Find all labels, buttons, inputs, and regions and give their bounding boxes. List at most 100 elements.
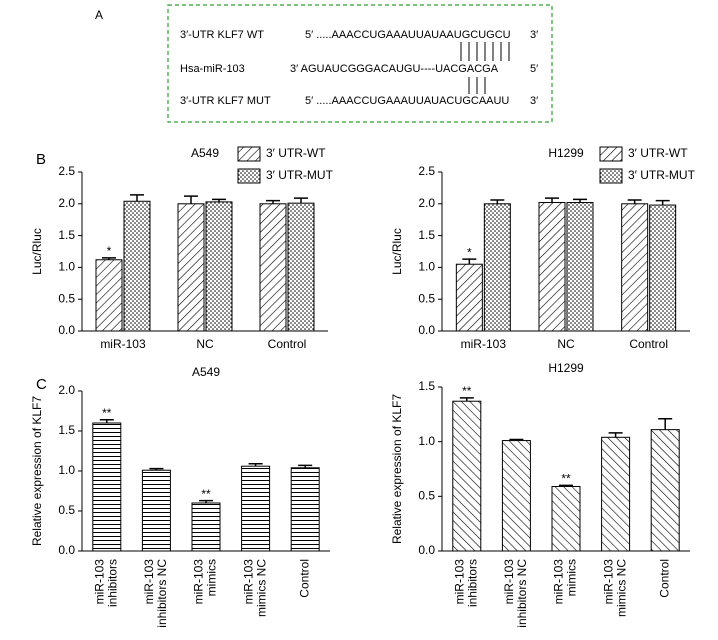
x-tick-label: miR-103: [601, 559, 615, 605]
bar: [92, 422, 122, 552]
error-bar: [608, 432, 623, 438]
y-tick-label: 1.5: [418, 228, 435, 242]
legend-label: 3′ UTR-MUT: [628, 168, 696, 182]
bar: [455, 263, 483, 332]
x-tick-label: NC: [196, 337, 214, 351]
bar: [601, 436, 631, 552]
panel-label: B: [36, 151, 46, 168]
x-tick-label: Control: [629, 337, 668, 351]
x-tick-label: mimics NC: [254, 559, 268, 617]
bar: [621, 203, 649, 332]
bar: [538, 202, 566, 332]
y-tick-label: 0.5: [58, 503, 75, 517]
x-tick-label: miR-103: [452, 559, 466, 605]
error-bar: [248, 463, 263, 467]
chart-title: A549: [192, 365, 220, 379]
y-tick-label: 1.0: [58, 260, 75, 274]
bar: [290, 467, 320, 552]
x-tick-label: miR-103: [100, 337, 146, 351]
sequence: 3′ AGUAUCGGGACAUGU----UACGACGA: [290, 63, 499, 75]
x-tick-label: mimics: [205, 559, 219, 596]
y-tick-label: 0.5: [418, 291, 435, 305]
sequence-end: 3′: [530, 29, 538, 41]
sequence-end: 3′: [530, 95, 538, 107]
bar: [650, 429, 680, 552]
panel-label: C: [36, 376, 47, 393]
x-tick-label: inhibitors: [465, 559, 479, 607]
error-bar: [509, 438, 524, 441]
error-bar: [627, 199, 642, 204]
error-bar: [298, 464, 313, 468]
x-tick-label: inhibitors NC: [155, 559, 169, 628]
y-tick-label: 0.5: [418, 489, 435, 503]
error-bar: [658, 417, 673, 430]
error-bar: [184, 195, 198, 204]
y-tick-label: 1.5: [418, 379, 435, 393]
error-bar: [573, 198, 587, 203]
y-axis-label: Relative expression of KLF7: [390, 394, 404, 544]
sequence-end: 5′: [530, 63, 538, 75]
error-bar: [199, 499, 213, 503]
error-bar: [559, 484, 573, 487]
y-tick-label: 0.0: [418, 323, 435, 337]
x-tick-label: miR-103: [502, 559, 516, 605]
bar: [177, 203, 205, 332]
legend-swatch: [599, 146, 623, 162]
row-label: 3′-UTR KLF7 MUT: [180, 95, 271, 107]
y-tick-label: 0.5: [58, 291, 75, 305]
y-tick-label: 1.0: [418, 260, 435, 274]
y-tick-label: 0.0: [58, 543, 75, 557]
sequence-box: [167, 4, 553, 123]
y-tick-label: 2.0: [58, 196, 75, 210]
chart-title: H1299: [548, 146, 584, 160]
legend-label: 3′ UTR-WT: [628, 146, 688, 160]
bar: [259, 203, 287, 332]
bar: [551, 485, 581, 552]
y-tick-label: 1.0: [418, 434, 435, 448]
error-bar: [545, 197, 559, 203]
error-bar: [212, 198, 226, 202]
bar: [501, 440, 531, 552]
error-bar: [99, 419, 114, 423]
x-tick-label: miR-103: [552, 559, 566, 605]
significance-marker: *: [467, 245, 472, 259]
y-axis-label: Relative expression of KLF7: [30, 396, 44, 546]
error-bar: [462, 258, 477, 265]
row-label: 3′-UTR KLF7 WT: [180, 29, 264, 41]
y-tick-label: 2.0: [418, 196, 435, 210]
bar: [649, 204, 677, 332]
bar: [191, 502, 221, 552]
error-bar: [266, 199, 280, 204]
y-tick-label: 1.0: [58, 463, 75, 477]
legend-label: 3′ UTR-MUT: [266, 168, 334, 182]
chart-title: A549: [191, 146, 219, 160]
y-axis-label: Luc/Rluc: [390, 228, 404, 275]
row-label: Hsa-miR-103: [180, 63, 245, 75]
error-bar: [102, 257, 116, 260]
y-axis-label: Luc/Rluc: [30, 228, 44, 275]
x-tick-label: miR-103: [461, 337, 507, 351]
significance-marker: *: [107, 244, 112, 258]
y-tick-label: 1.5: [58, 423, 75, 437]
sequence: 5′ .....AAACCUGAAAUUAUACUGCAAUU: [305, 95, 509, 107]
error-bar: [490, 199, 505, 204]
x-tick-label: Control: [297, 559, 311, 598]
legend-swatch: [599, 168, 623, 184]
bar: [241, 465, 271, 552]
error-bar: [294, 197, 308, 204]
x-tick-label: mimics NC: [614, 559, 628, 617]
bar: [205, 201, 233, 332]
y-tick-label: 0.0: [418, 543, 435, 557]
x-tick-label: inhibitors NC: [515, 559, 529, 628]
bar: [287, 202, 315, 332]
significance-marker: **: [462, 384, 472, 398]
bar: [566, 202, 594, 332]
x-tick-label: miR-103: [92, 559, 106, 605]
legend-swatch: [237, 168, 261, 184]
error-bar: [655, 199, 670, 206]
x-tick-label: miR-103: [192, 559, 206, 605]
chart-title: H1299: [548, 361, 584, 375]
legend-swatch: [237, 146, 261, 162]
x-tick-label: NC: [557, 337, 575, 351]
